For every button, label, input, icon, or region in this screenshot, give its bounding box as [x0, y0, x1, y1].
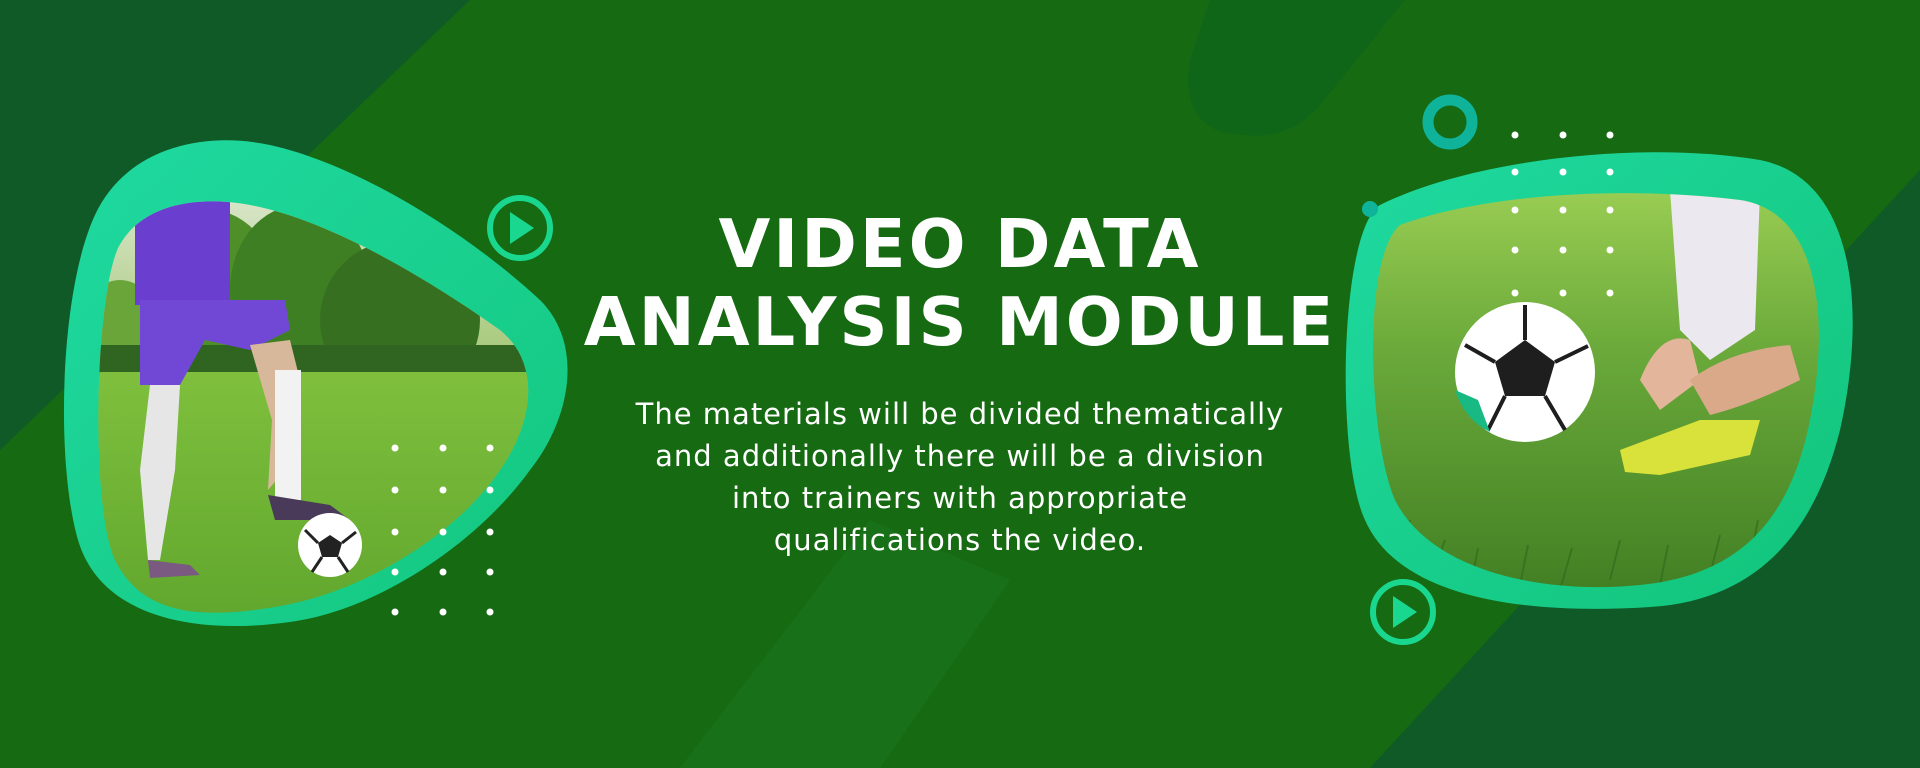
right-dots-pattern	[1511, 131, 1614, 297]
description-line-1: The materials will be divided thematical…	[635, 397, 1285, 431]
hero-text: VIDEO DATA ANALYSIS MODULE The materials…	[560, 205, 1360, 561]
description-line-2: and additionally there will be a divisio…	[655, 439, 1265, 473]
title-line-2: ANALYSIS MODULE	[583, 283, 1337, 361]
center-stripe-shape	[680, 520, 1010, 768]
description-line-3: into trainers with appropriate	[731, 481, 1189, 515]
right-photo	[1373, 193, 1819, 588]
description-line-4: qualifications the video.	[773, 523, 1147, 557]
description: The materials will be divided thematical…	[560, 393, 1360, 561]
top-stripe-shape	[1188, 0, 1405, 136]
title-line-1: VIDEO DATA	[718, 205, 1202, 283]
page-title: VIDEO DATA ANALYSIS MODULE	[560, 205, 1360, 361]
left-dots-pattern	[391, 444, 494, 616]
